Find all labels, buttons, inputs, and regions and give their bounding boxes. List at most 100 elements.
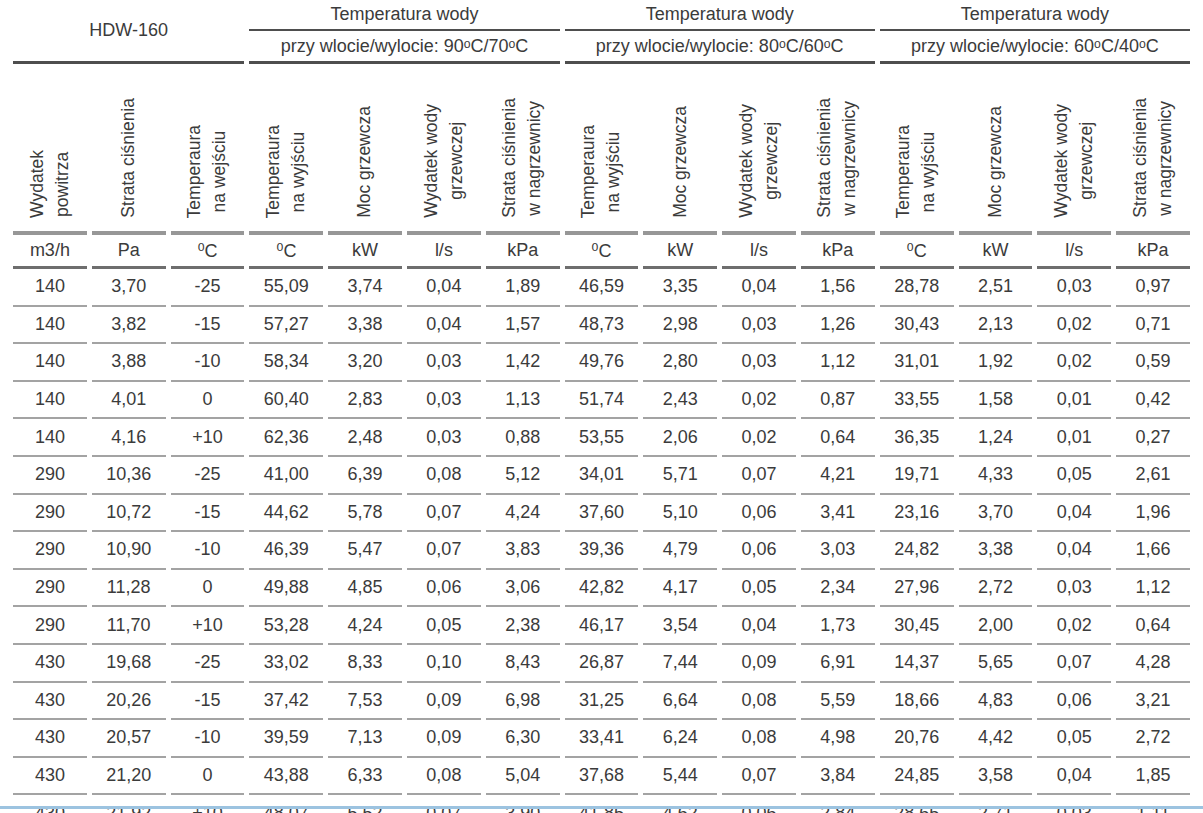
cell-value: 1,57 <box>486 307 560 345</box>
cell-value: 0,06 <box>722 495 796 533</box>
cell-value: -15 <box>171 495 245 533</box>
cell-value: 20,26 <box>92 683 166 721</box>
cell-value: 10,72 <box>92 495 166 533</box>
cell-value: 0,64 <box>1116 607 1190 645</box>
cell-value: 4,98 <box>801 720 875 758</box>
cell-value: 290 <box>13 457 87 495</box>
cell-value: 0,06 <box>407 570 481 608</box>
cell-value: 2,48 <box>328 419 402 457</box>
cell-value: 30,43 <box>880 307 954 345</box>
cell-value: 0 <box>171 382 245 420</box>
cell-value: 1,42 <box>486 344 560 382</box>
cell-value: 2,34 <box>801 570 875 608</box>
cell-value: 51,74 <box>565 382 639 420</box>
table-row: 1403,70-2555,093,740,041,8946,593,350,04… <box>13 269 1190 307</box>
col-header-water-flow-1: Wydatek wody grzewczej <box>407 64 481 235</box>
cell-value: 2,72 <box>959 570 1033 608</box>
table-row: 29010,72-1544,625,780,074,2437,605,100,0… <box>13 495 1190 533</box>
cell-value: 1,26 <box>801 307 875 345</box>
cell-value: 0,03 <box>1037 269 1111 307</box>
cell-value: 3,90 <box>486 795 560 813</box>
cell-value: -15 <box>171 307 245 345</box>
cell-value: 0,08 <box>722 683 796 721</box>
cell-value: 290 <box>13 570 87 608</box>
cell-value: 1,24 <box>959 419 1033 457</box>
cell-value: 8,33 <box>328 645 402 683</box>
cell-value: 0,07 <box>407 495 481 533</box>
cell-value: 2,00 <box>959 607 1033 645</box>
cell-value: -10 <box>171 532 245 570</box>
table-row: 1403,88-1058,343,200,031,4249,762,800,03… <box>13 344 1190 382</box>
cell-value: -10 <box>171 720 245 758</box>
cell-value: 6,30 <box>486 720 560 758</box>
col-header-outlet-temp-2: Temperaura na wyjściu <box>565 64 639 235</box>
cell-value: 0,03 <box>1037 795 1111 813</box>
col-header-inlet-temp: Temperaura na wejściu <box>171 64 245 235</box>
cell-value: 4,42 <box>959 720 1033 758</box>
cell-value: 20,76 <box>880 720 954 758</box>
cell-value: 46,59 <box>565 269 639 307</box>
cell-value: 37,42 <box>249 683 323 721</box>
unit-cell: ⁰C <box>565 235 639 269</box>
cell-value: 41,00 <box>249 457 323 495</box>
cell-value: 0,01 <box>1037 382 1111 420</box>
cell-value: 2,43 <box>643 382 717 420</box>
cell-value: 14,37 <box>880 645 954 683</box>
table-row: 1404,16+1062,362,480,030,8853,552,060,02… <box>13 419 1190 457</box>
cell-value: 28,78 <box>880 269 954 307</box>
cell-value: 20,57 <box>92 720 166 758</box>
cell-value: 1,12 <box>1116 570 1190 608</box>
cell-value: 2,38 <box>486 607 560 645</box>
cell-value: 430 <box>13 720 87 758</box>
cell-value: 1,85 <box>1116 758 1190 796</box>
cell-value: 0,05 <box>1037 720 1111 758</box>
cell-value: 3,70 <box>92 269 166 307</box>
hdw-160-spec-table: HDW-160 Temperatura wody Temperatura wod… <box>8 0 1195 813</box>
cell-value: 5,59 <box>801 683 875 721</box>
cell-value: 43,88 <box>249 758 323 796</box>
cell-value: 1,56 <box>801 269 875 307</box>
cell-value: 0,87 <box>801 382 875 420</box>
cell-value: -25 <box>171 645 245 683</box>
cell-value: 0,71 <box>1116 307 1190 345</box>
cell-value: 10,36 <box>92 457 166 495</box>
cell-value: 4,24 <box>486 495 560 533</box>
cell-value: 0,07 <box>1037 645 1111 683</box>
cell-value: 4,24 <box>328 607 402 645</box>
cell-value: 290 <box>13 532 87 570</box>
cell-value: +10 <box>171 419 245 457</box>
cell-value: 0,09 <box>407 683 481 721</box>
cell-value: 430 <box>13 645 87 683</box>
cell-value: 33,55 <box>880 382 954 420</box>
col-header-label: Moc grzewcza <box>983 106 1008 218</box>
cell-value: 0,97 <box>1116 269 1190 307</box>
unit-cell: kW <box>959 235 1033 269</box>
cell-value: 290 <box>13 607 87 645</box>
cell-value: 3,84 <box>801 758 875 796</box>
cell-value: 0,03 <box>722 307 796 345</box>
unit-cell: ⁰C <box>171 235 245 269</box>
cell-value: 4,85 <box>328 570 402 608</box>
cell-value: 5,12 <box>486 457 560 495</box>
cell-value: 2,71 <box>959 795 1033 813</box>
cell-value: 0,05 <box>722 570 796 608</box>
cell-value: 430 <box>13 758 87 796</box>
cell-value: 42,82 <box>565 570 639 608</box>
cell-value: 7,44 <box>643 645 717 683</box>
col-header-label: Temperaura na wyjściu <box>576 125 627 218</box>
col-header-heater-pressure-loss-1: Strata ciśnienia w nagrzewnicy <box>486 64 560 235</box>
cell-value: 4,01 <box>92 382 166 420</box>
cell-value: 5,65 <box>959 645 1033 683</box>
cell-value: -15 <box>171 683 245 721</box>
cell-value: 430 <box>13 683 87 721</box>
cell-value: 3,83 <box>486 532 560 570</box>
table-row: 43020,57-1039,597,130,096,3033,416,240,0… <box>13 720 1190 758</box>
cell-value: 0,07 <box>407 795 481 813</box>
cell-value: 1,89 <box>486 269 560 307</box>
group-title-60-40: Temperatura wody <box>880 0 1190 31</box>
cell-value: 3,41 <box>801 495 875 533</box>
cell-value: 290 <box>13 495 87 533</box>
col-header-pressure-loss: Strata ciśnienia <box>92 64 166 235</box>
cell-value: 0,04 <box>722 269 796 307</box>
cell-value: 31,25 <box>565 683 639 721</box>
